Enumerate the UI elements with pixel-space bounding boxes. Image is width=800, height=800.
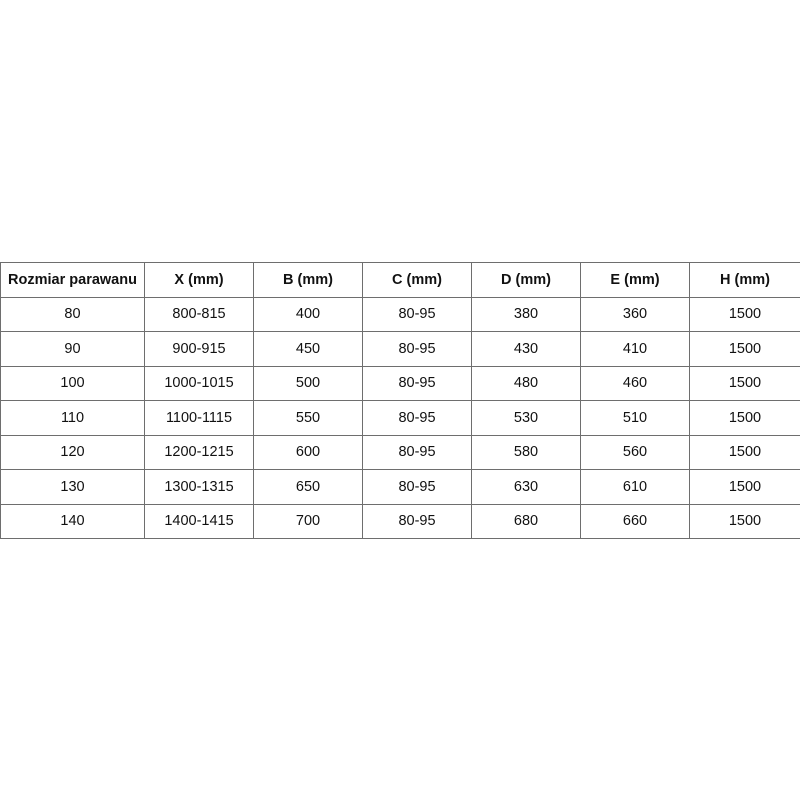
table-cell: 600 [253, 434, 363, 470]
column-header: C (mm) [362, 262, 472, 298]
table-cell: 610 [580, 469, 690, 505]
table-cell: 80-95 [362, 296, 472, 332]
column-header: B (mm) [253, 262, 363, 298]
table-row: 80 800-815 400 80-95 380 360 1500 [0, 296, 800, 332]
table-cell: 550 [253, 400, 363, 436]
table-cell: 1500 [689, 331, 800, 367]
table-cell: 130 [0, 469, 145, 505]
table-cell: 630 [471, 469, 581, 505]
table-cell: 80-95 [362, 365, 472, 401]
table-cell: 480 [471, 365, 581, 401]
table-cell: 1500 [689, 503, 800, 539]
table-row: 120 1200-1215 600 80-95 580 560 1500 [0, 434, 800, 470]
table-row: 100 1000-1015 500 80-95 480 460 1500 [0, 365, 800, 401]
table-row: 90 900-915 450 80-95 430 410 1500 [0, 331, 800, 367]
table-cell: 650 [253, 469, 363, 505]
table-header-row: Rozmiar parawanu X (mm) B (mm) C (mm) D (mm)… [0, 262, 800, 298]
table-cell: 700 [253, 503, 363, 539]
table-row: 110 1100-1115 550 80-95 530 510 1500 [0, 400, 800, 436]
table-cell: 1300-1315 [144, 469, 254, 505]
table-cell: 410 [580, 331, 690, 367]
table-cell: 510 [580, 400, 690, 436]
table-cell: 530 [471, 400, 581, 436]
table-cell: 1100-1115 [144, 400, 254, 436]
dimensions-table: Rozmiar parawanu X (mm) B (mm) C (mm) D (mm)… [0, 262, 800, 539]
table-cell: 360 [580, 296, 690, 332]
column-header: Rozmiar parawanu [0, 262, 145, 298]
table-cell: 1000-1015 [144, 365, 254, 401]
table-cell: 80-95 [362, 434, 472, 470]
table-cell: 380 [471, 296, 581, 332]
column-header: X (mm) [144, 262, 254, 298]
table-cell: 660 [580, 503, 690, 539]
table-cell: 560 [580, 434, 690, 470]
table-cell: 80-95 [362, 469, 472, 505]
table-cell: 80 [0, 296, 145, 332]
table-cell: 1500 [689, 469, 800, 505]
table-cell: 1500 [689, 365, 800, 401]
column-header: D (mm) [471, 262, 581, 298]
table-cell: 1200-1215 [144, 434, 254, 470]
table-cell: 450 [253, 331, 363, 367]
table-cell: 110 [0, 400, 145, 436]
table-cell: 100 [0, 365, 145, 401]
table-cell: 80-95 [362, 331, 472, 367]
table-row: 140 1400-1415 700 80-95 680 660 1500 [0, 503, 800, 539]
table-cell: 1400-1415 [144, 503, 254, 539]
table-cell: 500 [253, 365, 363, 401]
table-row: 130 1300-1315 650 80-95 630 610 1500 [0, 469, 800, 505]
table-cell: 120 [0, 434, 145, 470]
table-cell: 460 [580, 365, 690, 401]
table-cell: 430 [471, 331, 581, 367]
table-cell: 1500 [689, 434, 800, 470]
table-cell: 80-95 [362, 400, 472, 436]
table-cell: 1500 [689, 296, 800, 332]
column-header: H (mm) [689, 262, 800, 298]
table-cell: 140 [0, 503, 145, 539]
table-cell: 400 [253, 296, 363, 332]
table-cell: 900-915 [144, 331, 254, 367]
table-cell: 800-815 [144, 296, 254, 332]
table-cell: 80-95 [362, 503, 472, 539]
table-cell: 90 [0, 331, 145, 367]
table-cell: 1500 [689, 400, 800, 436]
table-cell: 680 [471, 503, 581, 539]
column-header: E (mm) [580, 262, 690, 298]
table-cell: 580 [471, 434, 581, 470]
